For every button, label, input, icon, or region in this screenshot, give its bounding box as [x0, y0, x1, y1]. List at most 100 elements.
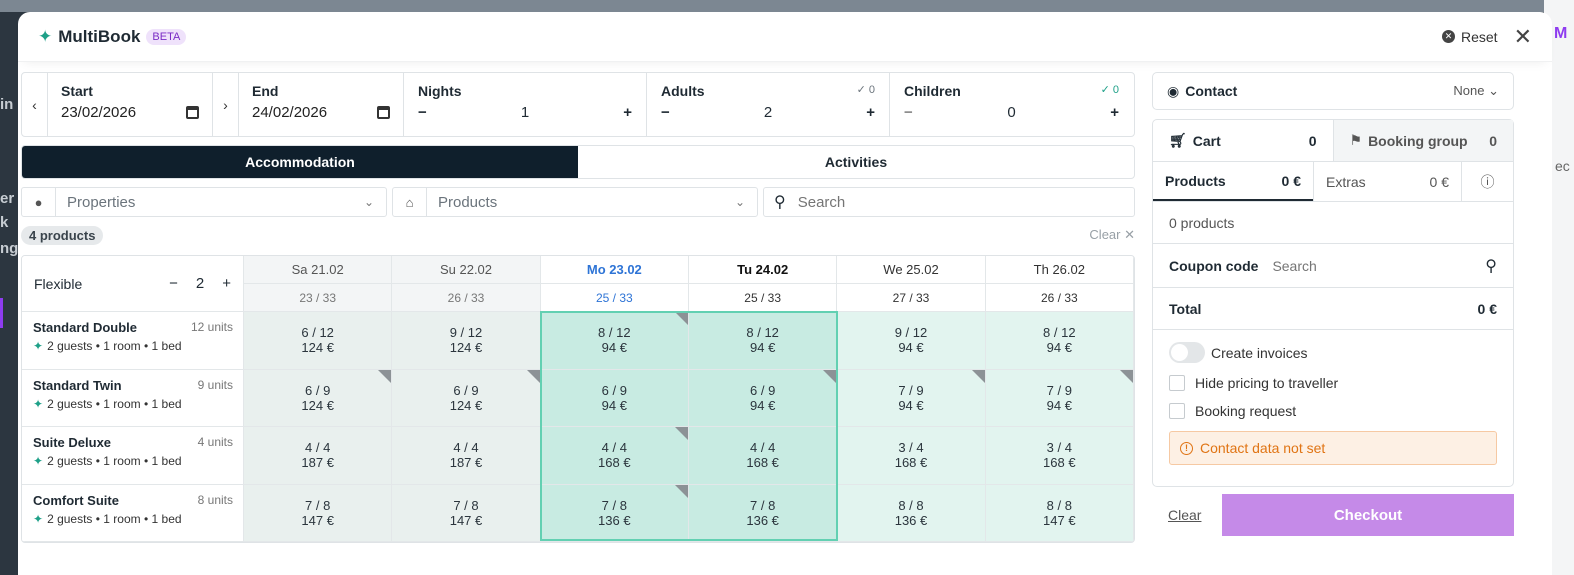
- availability-cell[interactable]: 7 / 9 94 €: [837, 369, 986, 427]
- product-desc: 2 guests • 1 room • 1 bed: [47, 511, 182, 526]
- product-row-header[interactable]: Standard Twin 9 units ✦ 2 guests • 1 room •…: [22, 369, 244, 427]
- tab-cart[interactable]: 🛒︎ Cart 0: [1153, 120, 1333, 161]
- contact-selector[interactable]: ◉ Contact None ⌄: [1152, 72, 1514, 110]
- day-header[interactable]: Mo 23.02: [540, 256, 689, 284]
- availability-cell[interactable]: 7 / 8 147 €: [392, 484, 541, 542]
- hide-pricing-label: Hide pricing to traveller: [1195, 375, 1339, 391]
- cell-availability: 7 / 9: [898, 382, 924, 398]
- tab-activities[interactable]: Activities: [824, 154, 888, 170]
- availability-cell[interactable]: 7 / 8 136 €: [540, 484, 689, 542]
- properties-select[interactable]: ● Properties ⌄: [21, 187, 387, 217]
- availability-cell[interactable]: 8 / 12 94 €: [688, 312, 838, 370]
- day-occupancy: 26 / 33: [985, 284, 1134, 312]
- availability-cell[interactable]: 8 / 8 136 €: [837, 484, 986, 542]
- availability-cell[interactable]: 7 / 9 94 €: [985, 369, 1134, 427]
- product-row-header[interactable]: Comfort Suite 8 units ✦ 2 guests • 1 room •…: [22, 484, 244, 542]
- children-minus-button[interactable]: −: [904, 104, 913, 121]
- cell-availability: 4 / 4: [453, 440, 479, 456]
- search-icon[interactable]: ⚲: [1485, 257, 1497, 275]
- day-occupancy: 26 / 33: [392, 284, 541, 312]
- flex-minus-button[interactable]: −: [169, 275, 178, 292]
- tab-booking-group[interactable]: ⚑ Booking group 0: [1332, 120, 1513, 161]
- nights-minus-button[interactable]: −: [418, 104, 427, 121]
- availability-cell[interactable]: 8 / 8 147 €: [985, 484, 1134, 542]
- close-icon[interactable]: ✕: [1513, 23, 1532, 49]
- cell-availability: 6 / 9: [305, 382, 331, 398]
- availability-cell[interactable]: 3 / 4 168 €: [985, 427, 1134, 485]
- chevron-down-icon: ⌄: [734, 195, 745, 209]
- tab-products[interactable]: Products 0 €: [1153, 162, 1313, 201]
- calendar-icon[interactable]: [186, 106, 199, 119]
- cell-availability: 7 / 8: [305, 497, 331, 513]
- availability-cell[interactable]: 6 / 9 124 €: [244, 369, 393, 427]
- start-date-field[interactable]: Start 23/02/2026: [48, 73, 213, 136]
- children-plus-button[interactable]: +: [1110, 104, 1119, 121]
- booking-request-checkbox[interactable]: [1169, 403, 1185, 419]
- cell-availability: 6 / 9: [453, 382, 479, 398]
- booking-group-label: Booking group: [1368, 132, 1468, 149]
- day-header[interactable]: Sa 21.02: [244, 256, 393, 284]
- cell-availability: 7 / 8: [453, 497, 479, 513]
- flex-plus-button[interactable]: +: [222, 275, 231, 292]
- checkout-button[interactable]: Checkout: [1222, 494, 1514, 536]
- availability-cell[interactable]: 8 / 12 94 €: [540, 312, 689, 370]
- product-row-header[interactable]: Suite Deluxe 4 units ✦ 2 guests • 1 room • …: [22, 427, 244, 485]
- create-invoices-toggle[interactable]: [1169, 342, 1205, 363]
- info-icon[interactable]: ⓘ: [1461, 162, 1513, 201]
- coupon-input[interactable]: [1272, 257, 1453, 274]
- reset-button[interactable]: ✕ Reset: [1441, 29, 1498, 45]
- cell-availability: 8 / 12: [746, 325, 779, 341]
- availability-cell[interactable]: 6 / 12 124 €: [244, 312, 393, 370]
- type-tabs: Accommodation Activities: [21, 145, 1135, 179]
- adults-plus-button[interactable]: +: [866, 104, 875, 121]
- product-row-header[interactable]: Standard Double 12 units ✦ 2 guests • 1 roo…: [22, 312, 244, 370]
- children-stepper: Children ✓ 0 − 0 +: [890, 73, 1133, 136]
- product-name: Suite Deluxe: [33, 435, 112, 450]
- availability-cell[interactable]: 4 / 4 187 €: [392, 427, 541, 485]
- availability-cell[interactable]: 6 / 9 124 €: [392, 369, 541, 427]
- search-input[interactable]: [797, 193, 1098, 211]
- availability-cell[interactable]: 9 / 12 124 €: [392, 312, 541, 370]
- availability-cell[interactable]: 8 / 12 94 €: [985, 312, 1134, 370]
- availability-grid: Flexible −2 + Sa 21.02 Su 22.02 Mo 23.02 Tu 24…: [21, 255, 1135, 543]
- cell-availability: 8 / 12: [1043, 325, 1076, 341]
- day-header[interactable]: We 25.02: [837, 256, 986, 284]
- product-desc: 2 guests • 1 room • 1 bed: [47, 454, 182, 468]
- day-occupancy: 27 / 33: [837, 284, 986, 312]
- cell-availability: 8 / 8: [898, 497, 924, 513]
- availability-cell[interactable]: 4 / 4 187 €: [244, 427, 393, 485]
- day-header[interactable]: Su 22.02: [392, 256, 541, 284]
- adults-minus-button[interactable]: −: [661, 104, 670, 121]
- nights-label: Nights: [418, 83, 462, 99]
- day-header[interactable]: Tu 24.02: [688, 256, 838, 284]
- availability-cell[interactable]: 3 / 4 168 €: [837, 427, 986, 485]
- start-label: Start: [61, 83, 93, 99]
- availability-cell[interactable]: 6 / 9 94 €: [688, 369, 838, 427]
- date-bar: ‹ Start 23/02/2026 › End 24/02/2026 Nigh…: [21, 72, 1135, 137]
- availability-cell[interactable]: 4 / 4 168 €: [540, 427, 689, 485]
- clear-cart-link[interactable]: Clear: [1168, 507, 1202, 523]
- next-date-button[interactable]: ›: [213, 73, 239, 136]
- prev-date-button[interactable]: ‹: [22, 73, 48, 136]
- total-label: Total: [1169, 300, 1202, 317]
- end-date-field[interactable]: End 24/02/2026: [239, 73, 404, 136]
- availability-cell[interactable]: 7 / 8 136 €: [688, 484, 838, 542]
- availability-cell[interactable]: 4 / 4 168 €: [688, 427, 838, 485]
- cell-price: 94 €: [898, 397, 924, 413]
- availability-cell[interactable]: 9 / 12 94 €: [837, 312, 986, 370]
- day-header[interactable]: Th 26.02: [985, 256, 1134, 284]
- day-occupancy: 25 / 33: [540, 284, 689, 312]
- backdrop-accent-bar: [0, 298, 3, 328]
- tab-extras[interactable]: Extras 0 €: [1313, 162, 1461, 201]
- cell-price: 136 €: [598, 512, 631, 528]
- clear-filters-link[interactable]: Clear ✕: [1089, 227, 1135, 242]
- products-label: Products: [438, 193, 498, 211]
- hide-pricing-checkbox[interactable]: [1169, 375, 1185, 391]
- flex-value: 2: [195, 275, 205, 292]
- availability-cell[interactable]: 6 / 9 94 €: [540, 369, 689, 427]
- tab-accommodation[interactable]: Accommodation: [22, 146, 578, 178]
- calendar-icon[interactable]: [377, 106, 390, 119]
- products-select[interactable]: ⌂ Products ⌄: [392, 187, 758, 217]
- nights-plus-button[interactable]: +: [623, 104, 632, 121]
- availability-cell[interactable]: 7 / 8 147 €: [244, 484, 393, 542]
